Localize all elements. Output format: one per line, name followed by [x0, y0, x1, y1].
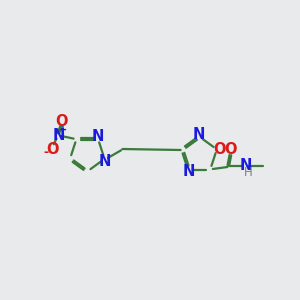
Text: +: +	[59, 125, 67, 135]
Text: O: O	[224, 142, 237, 157]
Text: N: N	[98, 154, 111, 169]
Text: -: -	[43, 146, 48, 159]
Text: O: O	[55, 114, 67, 129]
Text: O: O	[213, 142, 226, 157]
Text: N: N	[183, 164, 195, 179]
Text: N: N	[92, 129, 104, 144]
Text: O: O	[46, 142, 59, 157]
Text: N: N	[52, 128, 64, 143]
Text: N: N	[239, 158, 252, 172]
Text: N: N	[193, 127, 206, 142]
Text: H: H	[244, 166, 253, 179]
